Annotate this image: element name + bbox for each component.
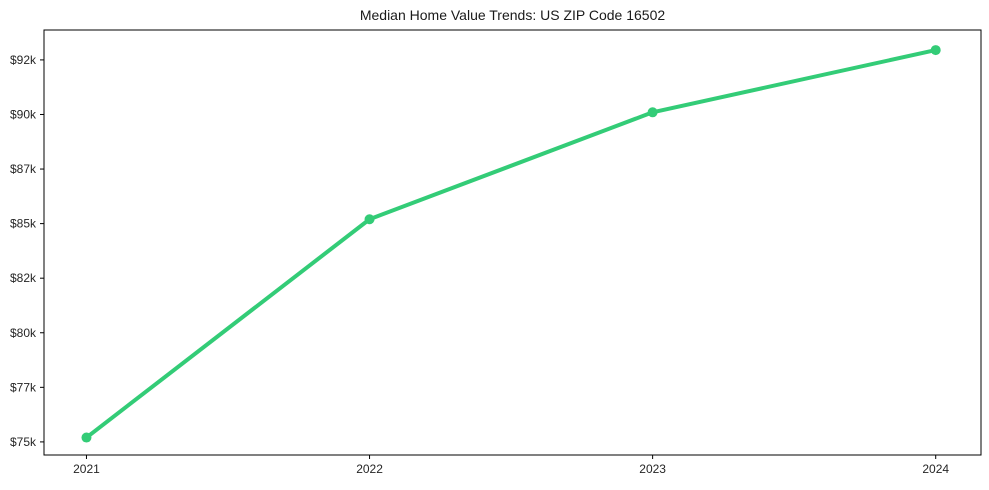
y-tick-label: $75k [10,435,37,449]
y-tick-label: $92k [10,53,37,67]
data-point-marker [364,214,375,225]
plot-border [43,29,982,456]
y-tick-label: $77k [10,380,37,394]
x-tick-label: 2022 [356,462,383,476]
data-point-marker [930,45,941,56]
trend-line [84,48,938,440]
data-point-marker [647,107,658,118]
y-tick-label: $82k [10,271,37,285]
x-tick-label: 2021 [73,462,100,476]
x-tick-label: 2024 [922,462,949,476]
y-tick-label: $85k [10,217,37,231]
chart-title: Median Home Value Trends: US ZIP Code 16… [359,7,666,23]
y-tick-label: $80k [10,326,37,340]
y-tick-label: $90k [10,107,37,121]
x-tick-label: 2023 [639,462,666,476]
y-tick-label: $87k [10,162,37,176]
data-point-marker [81,432,92,443]
